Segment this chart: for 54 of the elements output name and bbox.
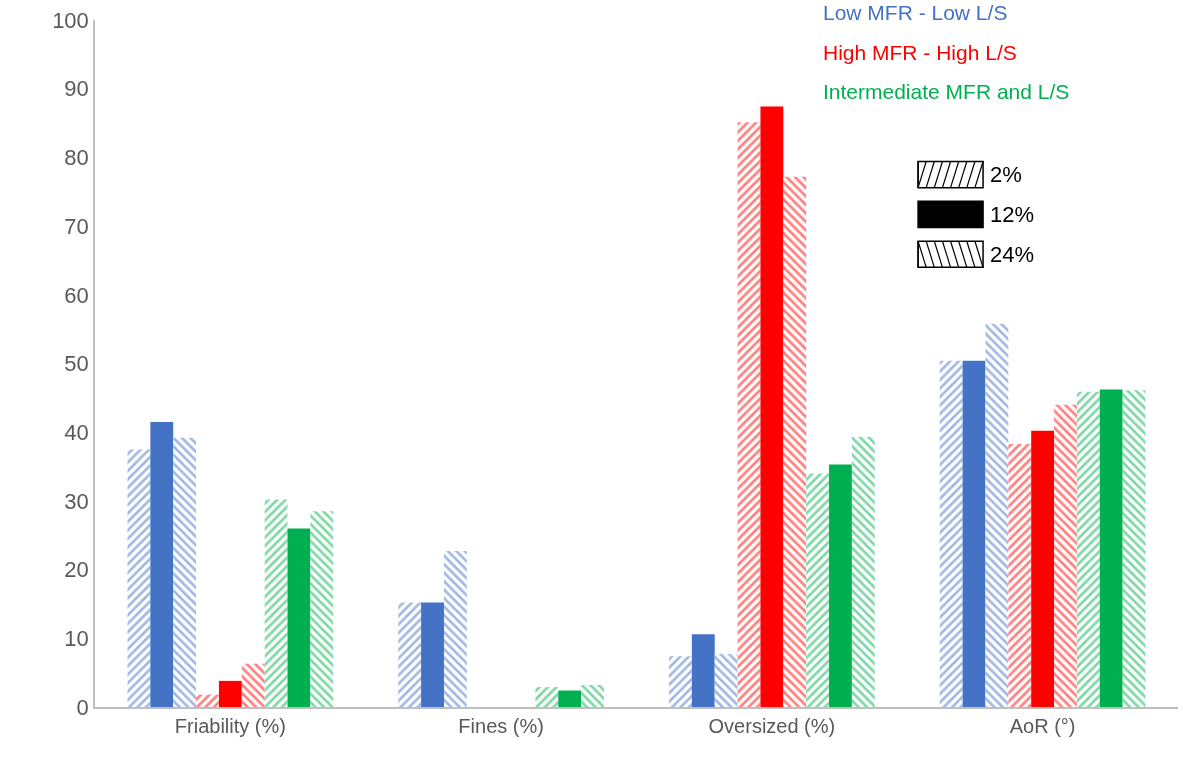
bar — [783, 176, 807, 707]
bar — [398, 602, 422, 707]
bar — [760, 106, 784, 707]
bar — [691, 634, 715, 707]
bar — [737, 122, 761, 707]
annotation: High MFR - High L/S — [823, 41, 1017, 64]
y-tick-label: 60 — [64, 282, 89, 308]
bar — [962, 360, 986, 707]
y-tick-label: 40 — [64, 419, 89, 445]
bar — [127, 449, 151, 707]
y-tick-label: 80 — [64, 145, 89, 171]
bar — [218, 680, 242, 707]
bar — [535, 687, 559, 707]
bar — [829, 464, 852, 707]
bar — [421, 602, 444, 707]
bar — [1076, 391, 1100, 707]
bar — [1031, 430, 1055, 707]
bar — [939, 360, 963, 707]
bar — [1008, 443, 1032, 707]
bar — [196, 694, 219, 707]
y-tick-label: 90 — [64, 76, 89, 102]
x-tick-label: Friability (%) — [174, 714, 286, 737]
y-tick-label: 10 — [64, 626, 89, 651]
bar — [714, 654, 738, 707]
bar — [851, 437, 875, 707]
bar — [581, 685, 605, 707]
x-tick-label: Oversized (%) — [708, 714, 836, 737]
annotation: Low MFR - Low L/S — [823, 1, 1008, 24]
bar — [264, 499, 288, 707]
bar — [287, 528, 311, 707]
annotation: 24% — [990, 242, 1035, 267]
bar — [558, 690, 582, 707]
bar — [241, 663, 265, 707]
y-tick-label: 50 — [64, 351, 89, 377]
annotation: Intermediate MFR and L/S — [823, 80, 1070, 103]
x-tick-label: Fines (%) — [458, 714, 544, 737]
bar — [443, 551, 467, 707]
bar — [1099, 389, 1123, 707]
bar — [668, 656, 692, 707]
x-tick-label: AoR (°) — [1009, 714, 1076, 737]
y-tick-label: 70 — [64, 213, 89, 239]
y-tick-label: 20 — [64, 557, 89, 583]
bar — [150, 421, 174, 707]
y-tick-label: 0 — [76, 694, 89, 720]
y-tick-label: 30 — [64, 488, 89, 514]
y-tick-label: 100 — [52, 7, 89, 33]
bar — [173, 437, 197, 707]
bar — [1122, 390, 1146, 707]
bar — [310, 511, 334, 707]
bar — [985, 323, 1009, 707]
bar — [806, 473, 830, 707]
bar — [1054, 404, 1077, 707]
annotation: 12% — [990, 202, 1035, 227]
annotation: 2% — [990, 162, 1022, 187]
